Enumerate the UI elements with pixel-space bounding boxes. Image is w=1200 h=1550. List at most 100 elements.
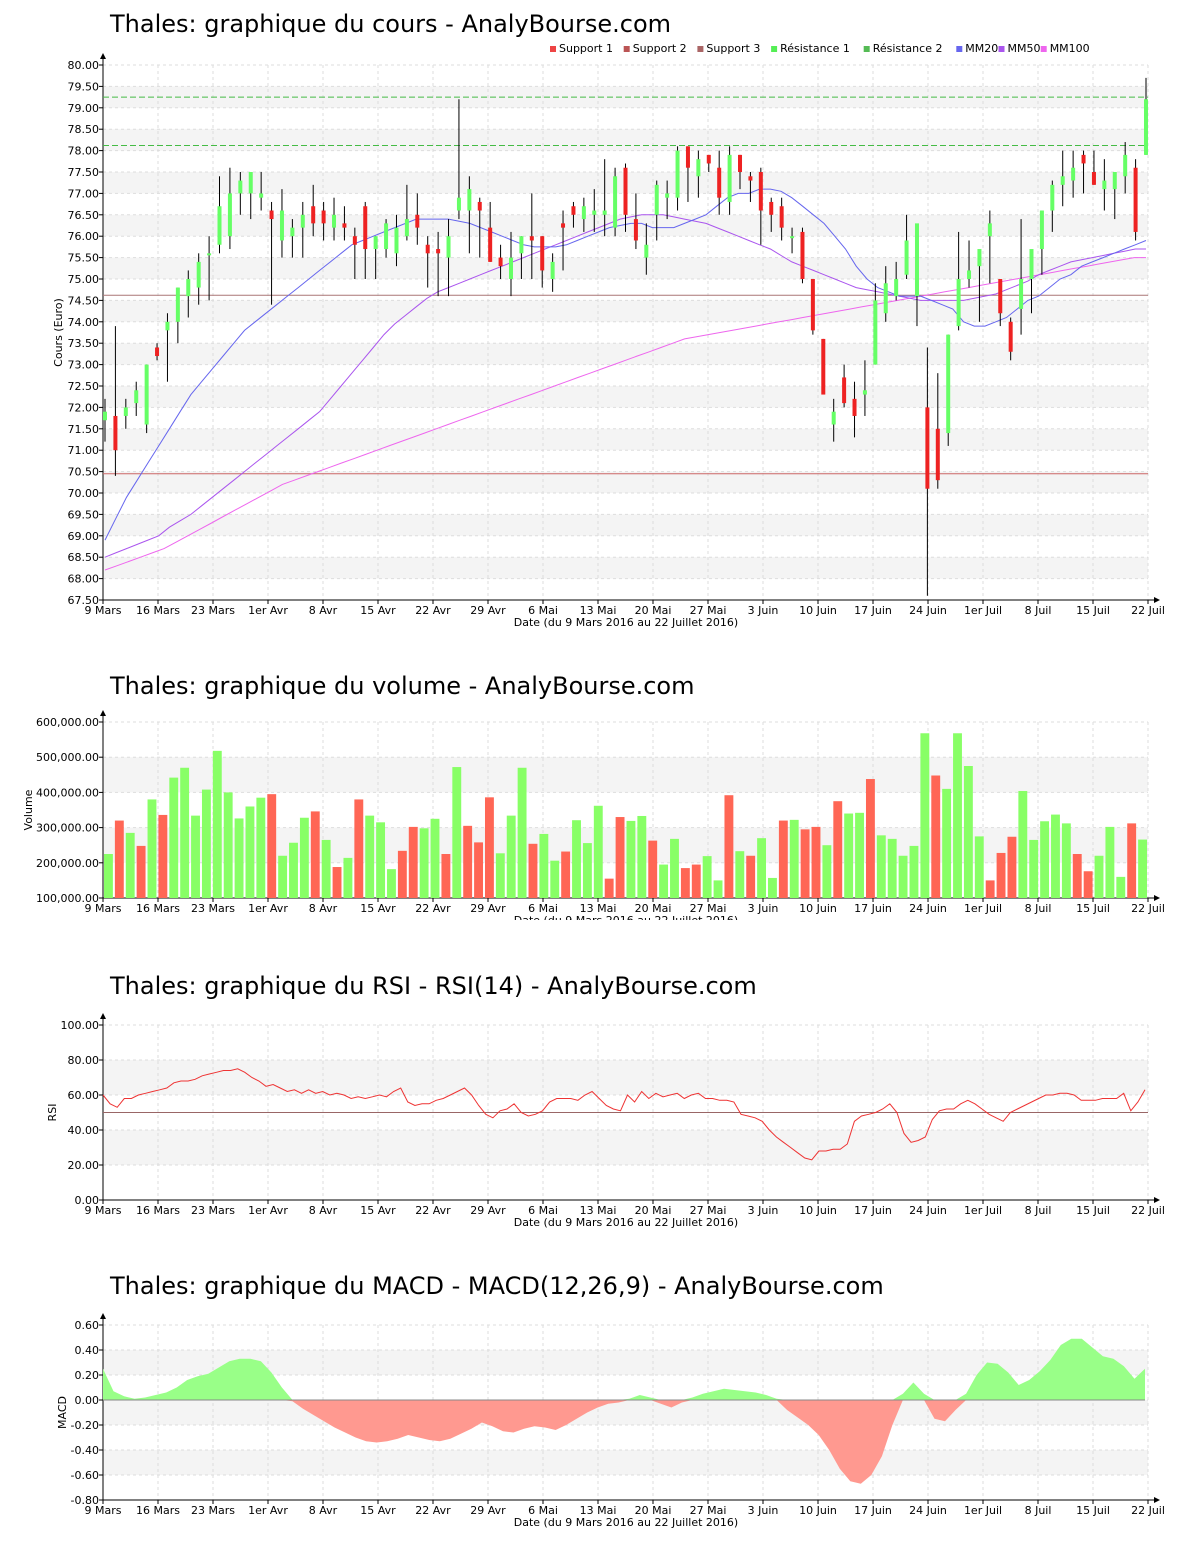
volume-bar bbox=[800, 829, 810, 898]
x-axis-arrow bbox=[1154, 1497, 1160, 1503]
x-tick-label: 1er Juil bbox=[964, 1504, 1002, 1517]
candle-body bbox=[186, 279, 191, 297]
volume-bar bbox=[670, 838, 679, 898]
y-tick-label: 77.00 bbox=[68, 187, 100, 200]
y-tick-label: 20.00 bbox=[68, 1159, 100, 1172]
volume-bar bbox=[1072, 854, 1082, 898]
candle-body bbox=[675, 150, 680, 198]
candle-body bbox=[706, 154, 711, 164]
x-tick-label: 6 Mai bbox=[528, 902, 558, 915]
x-tick-label: 27 Mai bbox=[690, 902, 727, 915]
legend-label: Résistance 1 bbox=[780, 42, 850, 55]
y-tick-label: 70.00 bbox=[68, 487, 100, 500]
volume-bar bbox=[169, 777, 179, 898]
x-tick-label: 22 Juil bbox=[1131, 1204, 1165, 1217]
x-tick-label: 20 Mai bbox=[635, 902, 672, 915]
x-tick-label: 27 Mai bbox=[690, 1204, 727, 1217]
candle-body bbox=[821, 338, 826, 395]
y-tick-label: 77.50 bbox=[68, 166, 100, 179]
x-tick-label: 1er Juil bbox=[964, 902, 1002, 915]
x-tick-label: 10 Juin bbox=[799, 1504, 837, 1517]
x-axis-arrow bbox=[1154, 895, 1160, 901]
grid-band bbox=[103, 1130, 1148, 1165]
x-tick-label: 1er Avr bbox=[248, 604, 288, 617]
candle-body bbox=[998, 279, 1003, 314]
legend-label: Support 3 bbox=[706, 42, 760, 55]
volume-bar bbox=[735, 851, 745, 898]
volume-bar bbox=[942, 788, 952, 898]
candle-body bbox=[894, 279, 899, 297]
y-tick-label: 73.00 bbox=[68, 359, 100, 372]
x-tick-label: 8 Avr bbox=[309, 1504, 338, 1517]
x-axis-label: Date (du 9 Mars 2016 au 22 Juillet 2016) bbox=[514, 616, 738, 629]
x-tick-label: 1er Avr bbox=[248, 1204, 288, 1217]
x-tick-label: 15 Juil bbox=[1076, 1204, 1110, 1217]
candle-body bbox=[946, 334, 951, 434]
x-tick-label: 9 Mars bbox=[85, 902, 122, 915]
rsi-line bbox=[102, 1068, 1146, 1161]
volume-bar bbox=[659, 864, 669, 898]
volume-bar bbox=[637, 815, 647, 898]
x-axis-arrow bbox=[1154, 597, 1160, 603]
candle-body bbox=[1081, 154, 1086, 164]
volume-bar bbox=[430, 818, 440, 898]
volume-bar bbox=[332, 867, 342, 898]
x-tick-label: 15 Avr bbox=[360, 902, 396, 915]
candle-body bbox=[332, 214, 337, 228]
candle-body bbox=[581, 206, 586, 220]
candle-body bbox=[456, 197, 461, 211]
volume-bar bbox=[495, 853, 505, 898]
candle-body bbox=[425, 244, 430, 254]
grid-band bbox=[103, 471, 1148, 493]
candle-body bbox=[238, 180, 243, 194]
x-axis-label: Date (du 9 Mars 2016 au 22 Juillet 2016) bbox=[514, 1516, 738, 1529]
candle-body bbox=[685, 146, 690, 168]
candle-body bbox=[1029, 249, 1034, 279]
volume-bar bbox=[474, 842, 483, 898]
x-tick-label: 15 Avr bbox=[360, 1504, 396, 1517]
volume-bar bbox=[256, 797, 266, 898]
candle-body bbox=[342, 223, 347, 228]
volume-bar bbox=[876, 835, 886, 898]
volume-bar bbox=[136, 845, 146, 898]
x-tick-label: 23 Mars bbox=[191, 902, 235, 915]
volume-bar bbox=[887, 838, 897, 898]
x-tick-label: 10 Juin bbox=[799, 604, 837, 617]
volume-bar bbox=[147, 799, 157, 898]
candle-body bbox=[488, 227, 493, 262]
y-tick-label: -0.40 bbox=[71, 1444, 99, 1457]
price-chart: 67.50 68.00 68.50 69.00 69.50 70.00 70.50 71.00… bbox=[52, 42, 1165, 629]
candle-body bbox=[290, 227, 295, 237]
x-tick-label: 27 Mai bbox=[690, 604, 727, 617]
candle-body bbox=[852, 398, 857, 416]
macd-positive-area bbox=[103, 1338, 1145, 1400]
legend-label: Support 1 bbox=[559, 42, 613, 55]
x-tick-label: 24 Juin bbox=[909, 902, 947, 915]
x-tick-label: 16 Mars bbox=[136, 1204, 180, 1217]
volume-bar bbox=[757, 838, 767, 898]
x-tick-label: 23 Mars bbox=[191, 1504, 235, 1517]
volume-bar bbox=[1105, 826, 1115, 898]
volume-bar bbox=[397, 850, 407, 898]
x-tick-label: 9 Mars bbox=[85, 1204, 122, 1217]
y-tick-label: 75.00 bbox=[68, 273, 100, 286]
grid-band bbox=[103, 428, 1148, 451]
candle-body bbox=[259, 193, 264, 198]
x-tick-label: 1er Juil bbox=[964, 604, 1002, 617]
y-tick-label: 78.50 bbox=[68, 123, 100, 136]
y-axis-label: Volume bbox=[22, 789, 35, 830]
volume-bar bbox=[1127, 823, 1137, 898]
candle-body bbox=[758, 172, 763, 211]
candle-body bbox=[1133, 167, 1138, 232]
volume-bar bbox=[223, 792, 233, 898]
y-axis-arrow bbox=[100, 710, 106, 716]
volume-bar bbox=[245, 806, 255, 898]
candle-body bbox=[123, 407, 128, 416]
candle-body bbox=[384, 223, 389, 250]
candle-body bbox=[1091, 172, 1096, 185]
candle-body bbox=[144, 364, 149, 425]
volume-bar bbox=[953, 733, 962, 898]
y-tick-label: 79.00 bbox=[68, 102, 100, 115]
x-tick-label: 27 Mai bbox=[690, 1504, 727, 1517]
candle-body bbox=[873, 300, 878, 365]
